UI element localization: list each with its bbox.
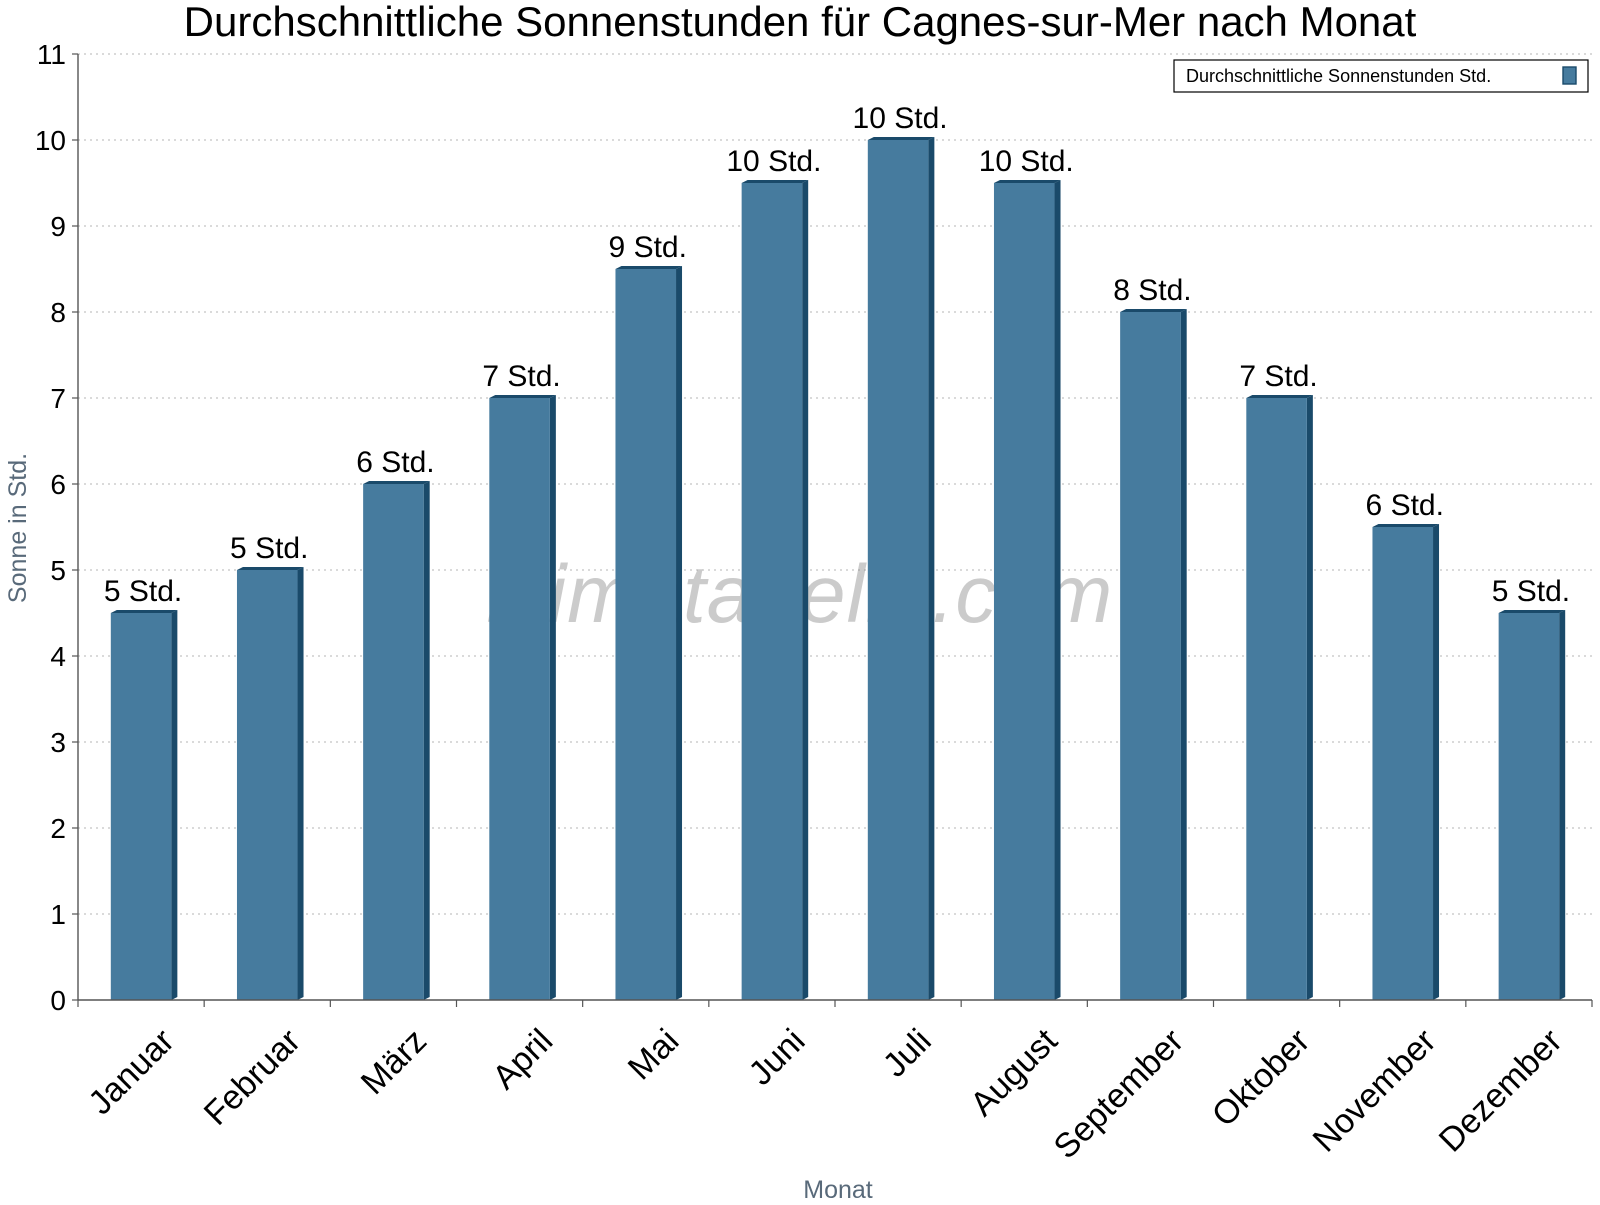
bar bbox=[236, 567, 304, 1000]
bar-top bbox=[615, 266, 683, 269]
bar-side bbox=[1180, 309, 1187, 1000]
bar bbox=[1246, 395, 1313, 1000]
legend-swatch bbox=[1562, 66, 1577, 85]
bar-front bbox=[867, 140, 929, 1000]
bar-front bbox=[236, 570, 298, 1000]
bar-front bbox=[615, 269, 677, 1000]
bar-value-label: 6 Std. bbox=[356, 446, 434, 479]
bar-value-label: 5 Std. bbox=[1492, 575, 1570, 608]
bar-side bbox=[928, 137, 935, 1000]
bar-top bbox=[867, 137, 935, 140]
y-axis-title: Sonne in Std. bbox=[4, 453, 32, 603]
y-tick-label: 0 bbox=[50, 985, 66, 1016]
bar bbox=[1120, 309, 1187, 1000]
x-axis-title: Monat bbox=[803, 1176, 873, 1200]
y-tick-label: 1 bbox=[50, 899, 66, 930]
bar bbox=[363, 481, 430, 1000]
bar-side bbox=[1306, 395, 1313, 1000]
bar-side bbox=[171, 610, 178, 1000]
bar-side bbox=[802, 180, 809, 1000]
y-tick-label: 11 bbox=[37, 39, 66, 70]
bar bbox=[741, 180, 809, 1000]
bar-value-label: 7 Std. bbox=[482, 360, 560, 393]
legend-label: Durchschnittliche Sonnenstunden Std. bbox=[1186, 66, 1491, 86]
bar-value-label: 5 Std. bbox=[104, 575, 182, 608]
y-tick-label: 6 bbox=[50, 469, 66, 500]
bar-top bbox=[110, 610, 178, 613]
bar-value-label: 5 Std. bbox=[230, 532, 308, 565]
bar-top bbox=[489, 395, 556, 398]
bar-side bbox=[297, 567, 304, 1000]
bars bbox=[110, 137, 1566, 1000]
bar-top bbox=[236, 567, 304, 570]
bar-value-label: 7 Std. bbox=[1239, 360, 1317, 393]
grid-lines bbox=[78, 53, 1592, 915]
bar bbox=[867, 137, 935, 1000]
legend: Durchschnittliche Sonnenstunden Std. bbox=[1173, 59, 1589, 93]
bar-top bbox=[1120, 309, 1187, 312]
y-tick-label: 8 bbox=[50, 297, 66, 328]
y-tick-label: 4 bbox=[50, 641, 66, 672]
bar-front bbox=[741, 183, 803, 1000]
bar-side bbox=[423, 481, 430, 1000]
bar-value-label: 8 Std. bbox=[1113, 274, 1191, 307]
bar-side bbox=[1559, 610, 1566, 1000]
bar-front bbox=[110, 613, 172, 1000]
bar-top bbox=[363, 481, 430, 484]
bar-value-label: 9 Std. bbox=[609, 231, 687, 264]
y-tick-label: 10 bbox=[35, 125, 66, 156]
bar bbox=[110, 610, 178, 1000]
y-tick-label: 9 bbox=[50, 211, 66, 242]
bar-top bbox=[1372, 524, 1440, 527]
y-tick-label: 3 bbox=[50, 727, 66, 758]
bar-top bbox=[1498, 610, 1566, 613]
bar-side bbox=[549, 395, 556, 1000]
bar bbox=[615, 266, 683, 1000]
y-tick-label: 7 bbox=[50, 383, 66, 414]
bar-front bbox=[1246, 398, 1307, 1000]
bar bbox=[489, 395, 556, 1000]
bar-value-label: 10 Std. bbox=[853, 102, 948, 135]
bar-top bbox=[993, 180, 1061, 183]
bar-front bbox=[1372, 527, 1434, 1000]
bar-labels: 5 Std. 5 Std. 6 Std. 7 Std. 9 Std. 10 Std. 10 … bbox=[104, 102, 1570, 608]
bar-front bbox=[993, 183, 1055, 1000]
bar-value-label: 10 Std. bbox=[726, 145, 821, 178]
y-tick-label: 5 bbox=[50, 555, 66, 586]
bar-top bbox=[741, 180, 809, 183]
bar bbox=[1498, 610, 1566, 1000]
y-tick-label: 2 bbox=[50, 813, 66, 844]
chart-title: Durchschnittliche Sonnenstunden für Cagn… bbox=[184, 0, 1417, 45]
bar-top bbox=[1246, 395, 1313, 398]
bar-front bbox=[1498, 613, 1560, 1000]
bar-front bbox=[489, 398, 550, 1000]
legend-box bbox=[1173, 59, 1589, 93]
bar-value-label: 10 Std. bbox=[979, 145, 1074, 178]
bar bbox=[1372, 524, 1440, 1000]
bar-front bbox=[1120, 312, 1181, 1000]
bar-value-label: 6 Std. bbox=[1366, 489, 1444, 522]
bar bbox=[993, 180, 1061, 1000]
bar-side bbox=[1054, 180, 1061, 1000]
bar-side bbox=[1433, 524, 1440, 1000]
bar-side bbox=[676, 266, 683, 1000]
bar-front bbox=[363, 484, 424, 1000]
